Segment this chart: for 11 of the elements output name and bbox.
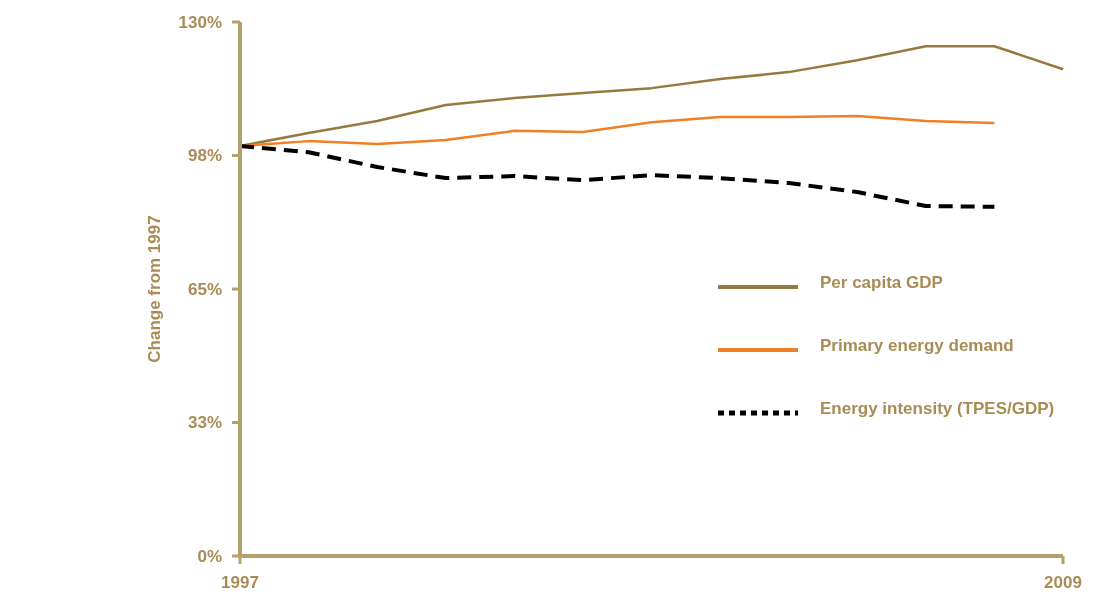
y-tick-label: 33% — [187, 413, 222, 433]
x-tick-label: 2009 — [1044, 573, 1082, 592]
y-tick-label: 130% — [178, 12, 222, 32]
y-tick-label: 65% — [187, 279, 222, 299]
x-tick-label: 1997 — [221, 573, 259, 592]
y-tick-label: 0% — [197, 546, 222, 566]
legend-label: Energy intensity (TPES/GDP) — [820, 398, 1055, 418]
y-tick-label: 98% — [187, 146, 222, 166]
legend-label: Per capita GDP — [820, 272, 943, 292]
legend-label: Primary energy demand — [820, 335, 1014, 355]
y-axis-title: Change from 1997 — [145, 215, 164, 363]
